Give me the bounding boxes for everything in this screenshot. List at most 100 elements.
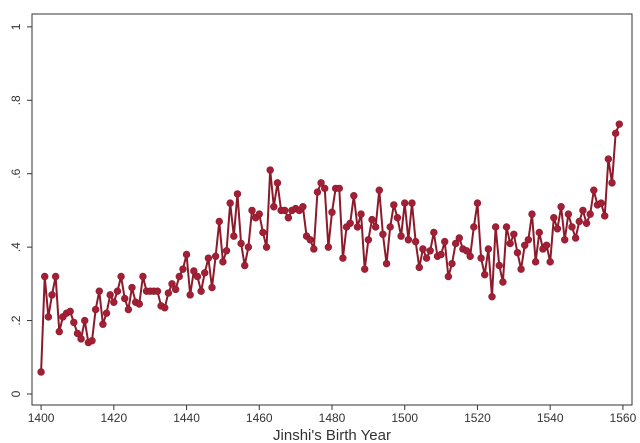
y-tick-label: .6	[9, 168, 23, 178]
data-point	[419, 245, 427, 253]
data-point	[37, 368, 45, 376]
x-tick-label: 1440	[173, 411, 200, 425]
data-point	[248, 206, 256, 215]
data-point	[70, 318, 78, 327]
data-point	[510, 230, 518, 238]
data-point	[306, 236, 314, 244]
data-point	[382, 259, 391, 268]
data-point	[582, 219, 591, 227]
data-point	[404, 236, 413, 244]
data-point	[317, 179, 325, 187]
data-point	[171, 285, 180, 294]
data-point	[535, 228, 543, 237]
x-tick-label: 1540	[537, 411, 564, 425]
data-point	[81, 316, 89, 325]
data-point	[350, 192, 358, 200]
data-point	[586, 210, 594, 218]
y-tick-label: .4	[9, 242, 23, 252]
data-point	[604, 155, 613, 163]
data-point	[397, 232, 405, 240]
data-point	[270, 203, 278, 211]
x-axis-title: Jinshi's Birth Year	[273, 427, 391, 443]
data-point	[95, 287, 103, 295]
data-point	[204, 254, 213, 262]
data-point	[430, 228, 438, 237]
data-point	[601, 212, 609, 220]
data-point	[139, 272, 147, 281]
data-point	[364, 236, 373, 244]
data-point	[462, 247, 471, 255]
data-point	[55, 327, 63, 336]
data-point	[186, 291, 194, 299]
data-point	[215, 217, 223, 226]
data-point	[241, 261, 249, 270]
data-point	[579, 206, 587, 215]
data-point	[262, 243, 271, 251]
data-point	[175, 272, 183, 281]
data-point	[488, 292, 496, 301]
data-point	[393, 214, 402, 222]
data-point	[135, 300, 143, 308]
data-point	[44, 313, 53, 321]
data-point	[113, 287, 122, 295]
data-point	[346, 219, 354, 227]
data-point	[524, 236, 533, 244]
data-point	[528, 210, 536, 218]
x-tick-label: 1400	[28, 411, 55, 425]
data-point	[117, 272, 125, 281]
data-point	[244, 243, 253, 251]
data-point	[379, 230, 387, 238]
data-point	[466, 252, 474, 261]
data-point	[121, 294, 129, 303]
data-point	[88, 337, 96, 345]
data-point	[66, 307, 74, 316]
data-point	[568, 223, 576, 231]
data-point	[321, 184, 329, 193]
data-point	[499, 278, 507, 286]
data-point	[426, 247, 434, 255]
data-point	[357, 210, 365, 218]
data-point	[182, 250, 191, 259]
data-point	[102, 309, 111, 317]
data-point	[542, 241, 551, 249]
data-point	[168, 280, 176, 288]
x-tick-label: 1560	[610, 411, 637, 425]
data-point	[611, 129, 620, 138]
data-point	[401, 199, 409, 207]
data-point	[281, 206, 289, 215]
data-point	[513, 248, 522, 257]
data-point	[110, 298, 118, 306]
data-point	[484, 245, 493, 253]
x-tick-label: 1460	[246, 411, 273, 425]
data-point	[550, 214, 558, 222]
data-point	[481, 270, 489, 279]
data-point	[517, 265, 525, 273]
data-point	[408, 199, 416, 207]
data-point	[230, 232, 238, 240]
data-point	[328, 208, 336, 216]
data-point	[597, 199, 605, 207]
data-point	[190, 267, 198, 275]
data-point	[368, 215, 376, 224]
data-point	[335, 184, 343, 193]
y-tick-label: 1	[9, 23, 23, 30]
data-point	[179, 265, 187, 273]
data-point	[441, 237, 449, 246]
data-point	[455, 234, 463, 242]
data-point	[411, 237, 420, 246]
data-point	[197, 287, 205, 295]
data-point	[531, 258, 540, 266]
data-point	[266, 166, 274, 174]
data-point	[41, 272, 49, 281]
data-point	[502, 223, 511, 231]
data-point	[219, 258, 227, 266]
data-point	[193, 272, 202, 281]
data-point	[437, 250, 445, 259]
data-point	[575, 217, 583, 226]
data-point	[48, 291, 56, 299]
data-point	[222, 247, 231, 255]
data-point	[153, 287, 162, 295]
data-point	[77, 335, 85, 343]
data-point	[255, 210, 263, 218]
